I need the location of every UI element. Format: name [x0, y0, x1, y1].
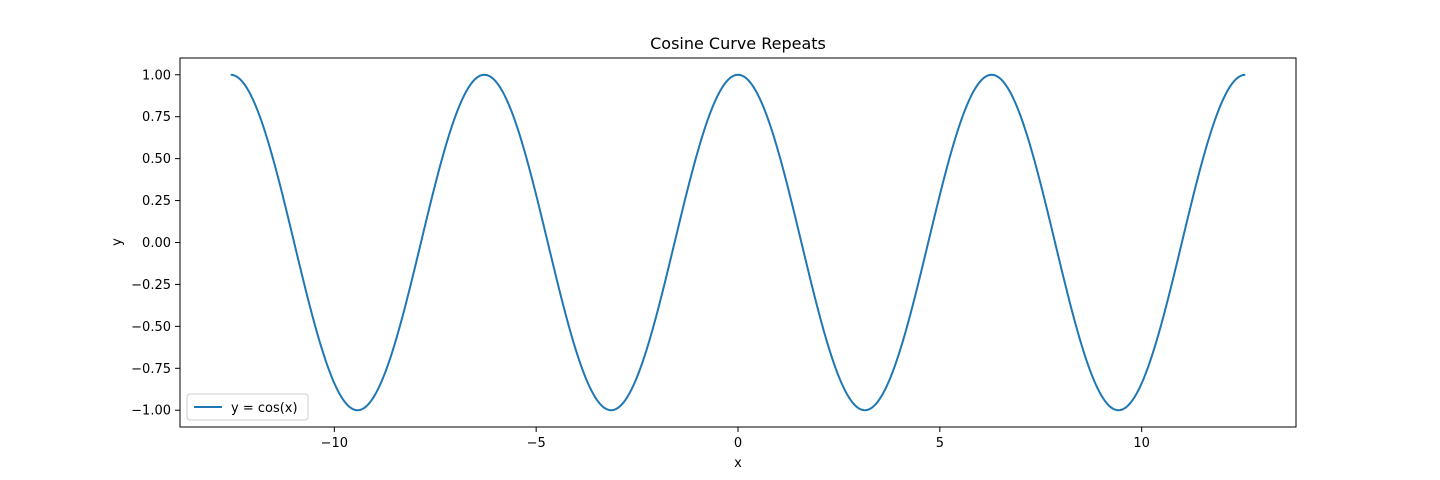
series-line-cos: [230, 73, 1246, 412]
x-tick-label: 0: [734, 436, 742, 451]
x-axis-ticks: −10 −5 0 5 10: [321, 427, 1150, 451]
plot-area: −10 −5 0 5 10 −1.00 −0.75 −0.50 −0.25 0.00 0.25 0.…: [131, 57, 1297, 451]
x-tick-label: 5: [936, 436, 944, 451]
y-tick-label: 0.50: [142, 152, 171, 167]
y-tick-label: −0.75: [131, 362, 171, 377]
y-tick-label: −0.25: [131, 278, 171, 293]
y-tick-label: −1.00: [131, 404, 171, 419]
y-axis-ticks: −1.00 −0.75 −0.50 −0.25 0.00 0.25 0.50 0.75 1.00: [131, 68, 180, 419]
y-tick-label: 1.00: [142, 68, 171, 83]
y-tick-label: 0.00: [142, 236, 171, 251]
legend-label-cos: y = cos(x): [231, 401, 298, 416]
legend: y = cos(x): [186, 393, 309, 421]
y-tick-label: 0.75: [142, 110, 171, 125]
x-tick-label: −5: [527, 436, 546, 451]
x-tick-label: 10: [1133, 436, 1150, 451]
y-tick-label: −0.50: [131, 320, 171, 335]
y-axis-label: y: [110, 238, 125, 246]
chart-title: Cosine Curve Repeats: [650, 34, 826, 53]
x-axis-label: x: [734, 456, 742, 471]
legend-box: [186, 393, 309, 421]
x-tick-label: −10: [321, 436, 348, 451]
y-tick-label: 0.25: [142, 194, 171, 209]
